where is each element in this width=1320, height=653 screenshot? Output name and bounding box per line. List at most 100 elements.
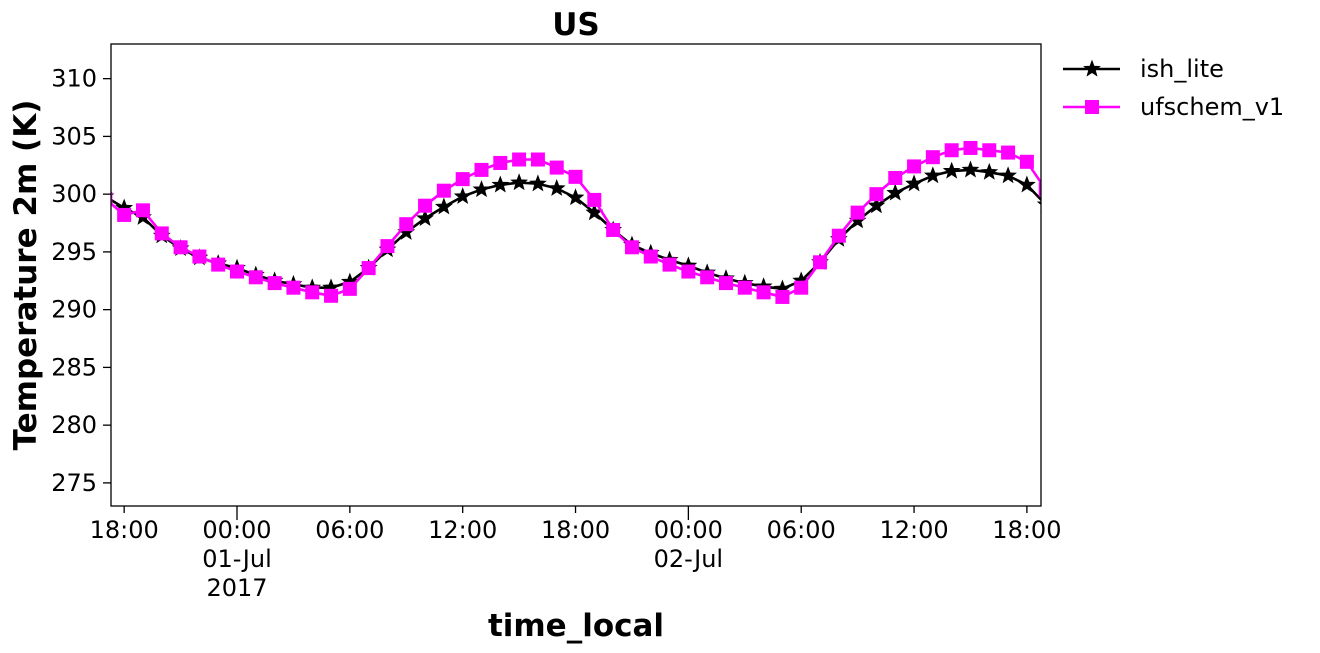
data-point (963, 140, 978, 155)
plot-frame (110, 43, 1042, 507)
data-point (434, 197, 453, 215)
data-point (493, 155, 508, 170)
series-line (111, 168, 1041, 291)
y-tick-label: 275 (51, 469, 97, 497)
x-tick-label: 12:00 (428, 516, 497, 544)
y-axis: 275 280 285 290 295 300 305 310 (51, 65, 111, 497)
y-tick-label: 295 (51, 238, 97, 266)
x-tick-label: 00:00 (654, 516, 723, 544)
chart-title: US (552, 7, 600, 43)
data-point (886, 183, 905, 201)
data-point (831, 228, 846, 243)
legend-label: ish_lite (1140, 55, 1224, 83)
data-point (324, 288, 339, 303)
data-point (267, 276, 282, 291)
y-tick-label: 300 (51, 180, 97, 208)
data-point (472, 180, 491, 198)
data-point (547, 179, 566, 196)
y-tick-label: 285 (51, 353, 97, 381)
data-point (606, 222, 621, 237)
data-point (529, 174, 547, 192)
x-axis-label: time_local (488, 608, 664, 644)
data-point (999, 166, 1017, 184)
data-point (907, 159, 922, 174)
data-point (455, 172, 470, 187)
y-tick-label: 280 (51, 411, 97, 439)
data-point (944, 143, 959, 158)
data-point (942, 161, 961, 179)
data-point (869, 187, 884, 202)
data-point (867, 196, 886, 214)
series-layer (111, 140, 1041, 304)
data-point (416, 209, 434, 226)
legend-marker (1085, 100, 1099, 114)
x-tick-label: 00:00 (202, 516, 271, 544)
y-axis-label: Temperature 2m (K) (8, 100, 44, 451)
data-point (192, 249, 207, 264)
data-point (453, 187, 472, 205)
data-point (624, 240, 639, 255)
data-point (111, 191, 113, 206)
x-tick-label: 02-Jul (654, 545, 724, 573)
legend: ish_lite ufschem_v1 (1063, 55, 1284, 121)
data-point (1038, 182, 1041, 197)
data-point (230, 264, 245, 279)
data-point (587, 192, 602, 207)
data-point (135, 203, 150, 218)
data-point (286, 280, 301, 295)
data-point (568, 169, 583, 184)
data-point (436, 183, 451, 198)
data-point (905, 174, 923, 192)
data-point (474, 162, 489, 177)
data-point (248, 270, 263, 285)
data-point (980, 162, 999, 180)
data-point (775, 289, 790, 304)
x-tick-label: 06:00 (767, 516, 836, 544)
data-point (530, 152, 545, 167)
data-point (549, 160, 564, 175)
x-tick-label: 01-Jul (202, 545, 272, 573)
data-point (305, 285, 320, 300)
series-ufschem_v1 (111, 140, 1041, 304)
data-point (510, 173, 528, 191)
y-tick-label: 290 (51, 296, 97, 324)
data-point (850, 205, 865, 220)
legend-item: ufschem_v1 (1063, 93, 1284, 121)
data-point (888, 170, 903, 185)
x-tick-label: 18:00 (541, 516, 610, 544)
data-point (756, 285, 771, 300)
legend-marker (1083, 59, 1101, 77)
data-point (813, 255, 828, 270)
x-tick-label: 2017 (206, 574, 267, 602)
data-point (982, 143, 997, 158)
data-point (380, 239, 395, 254)
data-point (662, 257, 677, 272)
x-tick-label: 12:00 (879, 516, 948, 544)
data-point (512, 152, 527, 167)
data-point (1001, 145, 1016, 160)
y-tick-label: 310 (51, 65, 97, 93)
data-point (418, 198, 433, 213)
data-point (923, 166, 942, 184)
data-point (566, 188, 585, 206)
x-tick-label: 18:00 (90, 516, 159, 544)
data-point (737, 280, 752, 295)
data-point (1019, 154, 1034, 169)
data-point (491, 175, 510, 193)
legend-label: ufschem_v1 (1140, 93, 1284, 121)
data-point (1018, 175, 1036, 193)
x-tick-label: 18:00 (992, 516, 1061, 544)
data-point (643, 249, 658, 264)
data-point (681, 264, 696, 279)
data-point (154, 226, 169, 241)
data-point (211, 257, 226, 272)
y-tick-label: 305 (51, 122, 97, 150)
data-point (361, 261, 376, 276)
data-point (342, 281, 357, 296)
legend-item: ish_lite (1063, 55, 1224, 83)
data-point (961, 160, 980, 178)
data-point (117, 207, 132, 222)
data-point (700, 270, 715, 285)
